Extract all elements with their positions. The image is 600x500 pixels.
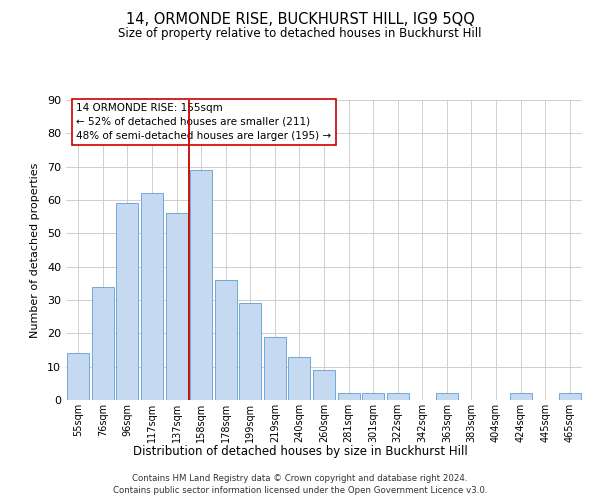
Text: Distribution of detached houses by size in Buckhurst Hill: Distribution of detached houses by size … bbox=[133, 444, 467, 458]
Bar bbox=[338, 394, 359, 400]
Bar bbox=[559, 394, 581, 400]
Bar bbox=[264, 336, 286, 400]
Bar bbox=[92, 286, 114, 400]
Bar bbox=[190, 170, 212, 400]
Bar bbox=[239, 304, 262, 400]
Bar bbox=[436, 394, 458, 400]
Bar bbox=[362, 394, 384, 400]
Bar bbox=[313, 370, 335, 400]
Bar bbox=[141, 194, 163, 400]
Text: Size of property relative to detached houses in Buckhurst Hill: Size of property relative to detached ho… bbox=[118, 28, 482, 40]
Bar bbox=[67, 354, 89, 400]
Bar bbox=[116, 204, 139, 400]
Bar bbox=[215, 280, 237, 400]
Y-axis label: Number of detached properties: Number of detached properties bbox=[30, 162, 40, 338]
Text: 14, ORMONDE RISE, BUCKHURST HILL, IG9 5QQ: 14, ORMONDE RISE, BUCKHURST HILL, IG9 5Q… bbox=[125, 12, 475, 28]
Text: Contains HM Land Registry data © Crown copyright and database right 2024.
Contai: Contains HM Land Registry data © Crown c… bbox=[113, 474, 487, 495]
Bar bbox=[509, 394, 532, 400]
Bar bbox=[166, 214, 188, 400]
Bar bbox=[386, 394, 409, 400]
Bar bbox=[289, 356, 310, 400]
Text: 14 ORMONDE RISE: 155sqm
← 52% of detached houses are smaller (211)
48% of semi-d: 14 ORMONDE RISE: 155sqm ← 52% of detache… bbox=[76, 103, 331, 141]
